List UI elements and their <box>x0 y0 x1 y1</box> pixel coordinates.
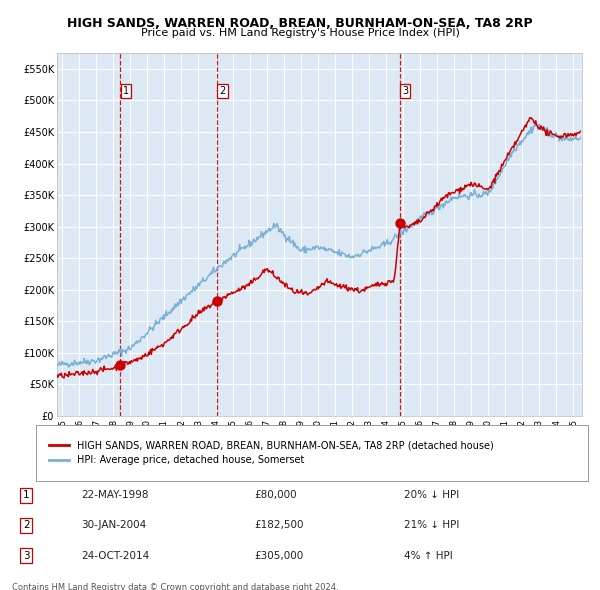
Text: 20% ↓ HPI: 20% ↓ HPI <box>404 490 459 500</box>
Text: £80,000: £80,000 <box>254 490 296 500</box>
Text: 21% ↓ HPI: 21% ↓ HPI <box>404 520 459 530</box>
Text: 1: 1 <box>23 490 30 500</box>
Text: Contains HM Land Registry data © Crown copyright and database right 2024.
This d: Contains HM Land Registry data © Crown c… <box>12 583 338 590</box>
Text: 22-MAY-1998: 22-MAY-1998 <box>81 490 149 500</box>
Text: 30-JAN-2004: 30-JAN-2004 <box>81 520 146 530</box>
Text: 3: 3 <box>403 86 409 96</box>
Text: 3: 3 <box>23 550 30 560</box>
Text: 2: 2 <box>23 520 30 530</box>
Text: 4% ↑ HPI: 4% ↑ HPI <box>404 550 452 560</box>
Text: Price paid vs. HM Land Registry's House Price Index (HPI): Price paid vs. HM Land Registry's House … <box>140 28 460 38</box>
Legend: HIGH SANDS, WARREN ROAD, BREAN, BURNHAM-ON-SEA, TA8 2RP (detached house), HPI: A: HIGH SANDS, WARREN ROAD, BREAN, BURNHAM-… <box>46 437 496 468</box>
Text: £305,000: £305,000 <box>254 550 303 560</box>
Text: £182,500: £182,500 <box>254 520 304 530</box>
Text: HIGH SANDS, WARREN ROAD, BREAN, BURNHAM-ON-SEA, TA8 2RP: HIGH SANDS, WARREN ROAD, BREAN, BURNHAM-… <box>67 17 533 30</box>
Text: 1: 1 <box>122 86 128 96</box>
Text: 24-OCT-2014: 24-OCT-2014 <box>81 550 149 560</box>
Text: 2: 2 <box>220 86 226 96</box>
